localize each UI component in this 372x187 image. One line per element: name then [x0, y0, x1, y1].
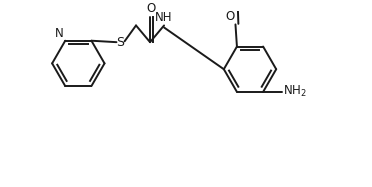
- Text: methoxy: methoxy: [235, 3, 241, 5]
- Text: O: O: [147, 2, 156, 15]
- Text: S: S: [116, 36, 125, 49]
- Text: N: N: [55, 27, 64, 40]
- Text: NH: NH: [155, 11, 173, 24]
- Text: O: O: [225, 10, 235, 23]
- Text: NH$_2$: NH$_2$: [283, 84, 307, 99]
